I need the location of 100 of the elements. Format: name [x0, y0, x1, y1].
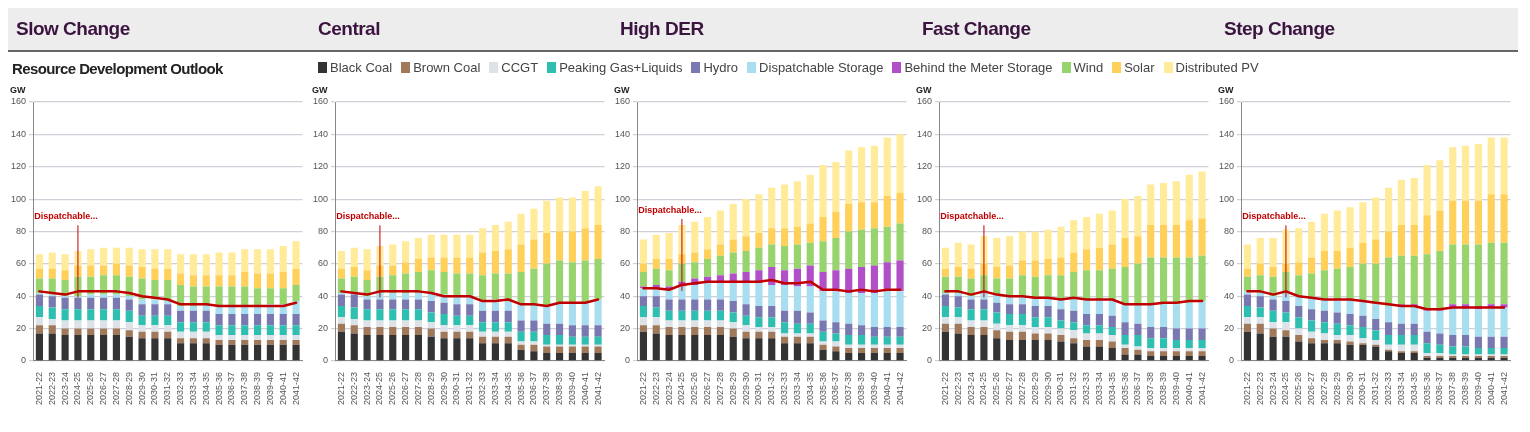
x-tick-label: 2032-33 — [1081, 371, 1092, 405]
x-tick-label: 2022-23 — [952, 371, 963, 405]
legend-label: Distributed PV — [1175, 60, 1259, 75]
y-tick-label: 0 — [323, 355, 329, 366]
y-axis-title: GW — [916, 84, 932, 95]
x-tick-label: 2023-24 — [663, 371, 674, 405]
y-axis-title: GW — [312, 84, 328, 95]
x-tick-label: 2039-40 — [868, 371, 879, 405]
x-tick-label: 2033-34 — [187, 371, 198, 405]
y-tick-label: 0 — [927, 355, 933, 366]
x-tick-label: 2035-36 — [213, 371, 224, 405]
y-tick-label: 100 — [916, 193, 933, 204]
legend-label: Dispatchable Storage — [759, 60, 884, 75]
x-tick-label: 2039-40 — [1170, 371, 1181, 405]
chart-title: High DER — [620, 18, 704, 40]
x-tick-label: 2031-32 — [464, 371, 475, 405]
x-tick-label: 2027-28 — [110, 371, 121, 405]
legend-label: Solar — [1124, 60, 1155, 75]
x-tick-label: 2034-35 — [502, 371, 513, 405]
y-tick-label: 0 — [1229, 355, 1235, 366]
x-tick-label: 2028-29 — [727, 371, 738, 405]
x-tick-label: 2033-34 — [791, 371, 802, 405]
x-tick-label: 2024-25 — [374, 371, 385, 405]
y-tick-label: 60 — [1224, 258, 1235, 269]
x-tick-label: 2033-34 — [489, 371, 500, 405]
y-tick-label: 20 — [318, 323, 329, 334]
y-tick-label: 60 — [620, 258, 631, 269]
x-tick-label: 2025-26 — [689, 371, 700, 405]
y-tick-label: 140 — [312, 128, 329, 139]
text: Dispatchable... — [336, 211, 400, 222]
x-tick-label: 2038-39 — [856, 371, 867, 405]
y-tick-label: 40 — [16, 290, 27, 301]
y-tick-label: 120 — [614, 161, 631, 172]
x-tick-label: 2040-41 — [277, 371, 288, 405]
y-tick-label: 60 — [16, 258, 27, 269]
y-tick-label: 160 — [312, 96, 329, 107]
y-tick-label: 120 — [1218, 161, 1235, 172]
x-tick-label: 2038-39 — [252, 371, 263, 405]
y-tick-label: 160 — [10, 96, 27, 107]
y-tick-label: 20 — [1224, 323, 1235, 334]
x-tick-label: 2022-23 — [1254, 371, 1265, 405]
x-tick-label: 2036-37 — [1132, 371, 1143, 405]
x-tick-label: 2037-38 — [239, 371, 250, 405]
y-tick-label: 160 — [916, 96, 933, 107]
x-tick-label: 2038-39 — [1158, 371, 1169, 405]
x-tick-label: 2035-36 — [515, 371, 526, 405]
x-tick-label: 2030-31 — [451, 371, 462, 405]
y-axis-title: GW — [10, 84, 26, 95]
y-tick-label: 120 — [916, 161, 933, 172]
y-tick-label: 140 — [10, 128, 27, 139]
x-tick-label: 2035-36 — [1119, 371, 1130, 405]
y-tick-label: 140 — [916, 128, 933, 139]
y-tick-label: 100 — [1218, 193, 1235, 204]
x-tick-label: 2027-28 — [714, 371, 725, 405]
x-tick-label: 2040-41 — [881, 371, 892, 405]
x-tick-label: 2021-22 — [33, 371, 44, 405]
x-tick-label: 2034-35 — [200, 371, 211, 405]
x-tick-label: 2021-22 — [637, 371, 648, 405]
x-tick-label: 2037-38 — [541, 371, 552, 405]
x-tick-label: 2037-38 — [1447, 371, 1458, 405]
y-tick-label: 60 — [922, 258, 933, 269]
x-tick-label: 2030-31 — [1055, 371, 1066, 405]
y-tick-label: 40 — [1224, 290, 1235, 301]
x-tick-label: 2021-22 — [939, 371, 950, 405]
x-tick-label: 2033-34 — [1093, 371, 1104, 405]
y-tick-label: 100 — [10, 193, 27, 204]
y-tick-label: 20 — [620, 323, 631, 334]
x-tick-label: 2025-26 — [387, 371, 398, 405]
legend-label: Brown Coal — [413, 60, 481, 75]
text: Dispatchable... — [638, 204, 702, 215]
x-tick-label: 2031-32 — [1068, 371, 1079, 405]
legend-label: Wind — [1073, 60, 1104, 75]
x-tick-label: 2026-27 — [1004, 371, 1015, 405]
y-tick-label: 100 — [312, 193, 329, 204]
y-axis-title: GW — [614, 84, 630, 95]
x-tick-label: 2024-25 — [676, 371, 687, 405]
x-tick-label: 2023-24 — [361, 371, 372, 405]
x-tick-label: 2030-31 — [1357, 371, 1368, 405]
x-tick-label: 2041-42 — [894, 371, 905, 405]
x-tick-label: 2025-26 — [85, 371, 96, 405]
y-tick-label: 80 — [1224, 225, 1235, 236]
chart-title: Fast Change — [922, 18, 1031, 40]
x-tick-label: 2021-22 — [335, 371, 346, 405]
y-tick-label: 80 — [16, 225, 27, 236]
x-tick-label: 2035-36 — [1421, 371, 1432, 405]
x-tick-label: 2022-23 — [348, 371, 359, 405]
x-tick-label: 2034-35 — [1408, 371, 1419, 405]
x-tick-label: 2027-28 — [1318, 371, 1329, 405]
x-tick-label: 2038-39 — [1460, 371, 1471, 405]
x-tick-label: 2035-36 — [817, 371, 828, 405]
text: Dispatchable... — [940, 211, 1004, 222]
y-tick-label: 160 — [1218, 96, 1235, 107]
x-tick-label: 2036-37 — [528, 371, 539, 405]
y-tick-label: 80 — [620, 225, 631, 236]
x-tick-label: 2023-24 — [965, 371, 976, 405]
x-tick-label: 2032-33 — [779, 371, 790, 405]
text: Dispatchable... — [34, 211, 98, 222]
x-tick-label: 2029-30 — [740, 371, 751, 405]
x-tick-label: 2026-27 — [400, 371, 411, 405]
x-tick-label: 2040-41 — [579, 371, 590, 405]
